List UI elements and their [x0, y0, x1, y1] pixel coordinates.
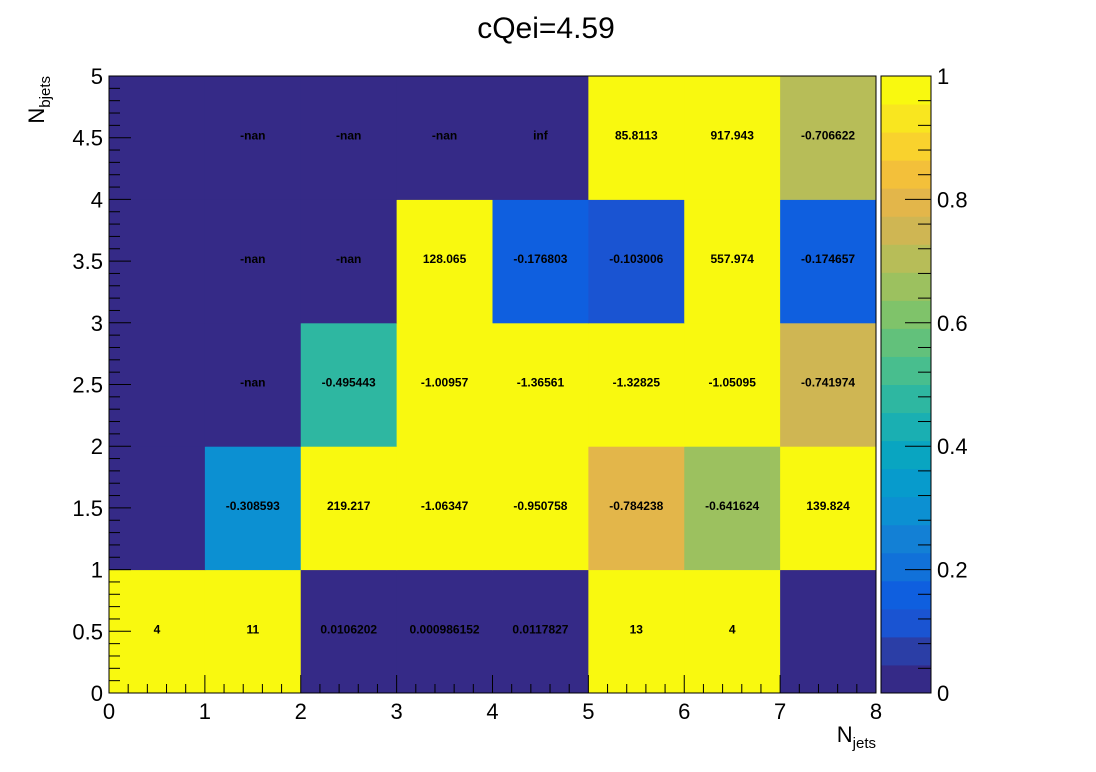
cell-value-label: 557.974	[710, 252, 754, 266]
cell-value-label: -1.05095	[709, 376, 757, 390]
x-tick-label: 4	[486, 699, 498, 724]
x-tick-label: 0	[103, 699, 115, 724]
x-tick-label: 7	[774, 699, 786, 724]
cell-value-label: -1.32825	[613, 376, 661, 390]
cell-value-label: -nan	[432, 129, 457, 143]
colorbar-tick-label: 0.8	[937, 187, 968, 212]
cell-value-label: 4	[154, 622, 161, 636]
cell-value-label: -0.641624	[705, 499, 759, 513]
cell-value-label: 85.8113	[615, 129, 658, 143]
colorbar-segment	[881, 637, 931, 666]
cell-value-label: -0.174657	[801, 252, 855, 266]
colorbar-segment	[881, 525, 931, 554]
cell-value-label: -nan	[240, 376, 265, 390]
cell-value-label: -nan	[336, 129, 361, 143]
cell-value-label: 0.0117827	[512, 622, 568, 636]
x-tick-label: 3	[391, 699, 403, 724]
cell-value-label: -0.784238	[609, 499, 663, 513]
y-tick-label: 1	[91, 558, 103, 583]
colorbar-tick-label: 0.6	[937, 311, 968, 336]
colorbar-tick-label: 1	[937, 64, 949, 89]
y-tick-label: 5	[91, 64, 103, 89]
colorbar-segment	[881, 216, 931, 245]
x-axis-title-sub: jets	[852, 735, 876, 752]
cell-value-label: -0.103006	[609, 252, 663, 266]
cell-value-label: 917.943	[710, 129, 754, 143]
y-tick-label: 4.5	[72, 126, 103, 151]
cell-value-label: 0.000986152	[410, 622, 480, 636]
colorbar-segment	[881, 553, 931, 582]
y-axis-title: Nbjets	[24, 76, 54, 124]
colorbar: 0 0.2 0.4 0.6 0.8 1	[881, 64, 968, 706]
colorbar-segment	[881, 609, 931, 638]
colorbar-segment	[881, 413, 931, 442]
colorbar-segment	[881, 356, 931, 385]
colorbar-tick-label: 0.4	[937, 434, 968, 459]
colorbar-segment	[881, 441, 931, 470]
cell-value-label: -nan	[240, 252, 265, 266]
cell-value-label: -nan	[240, 129, 265, 143]
cell-value-label: 128.065	[423, 252, 467, 266]
cell-value-label: -1.36561	[517, 376, 565, 390]
chart-title: cQei=4.59	[477, 12, 615, 45]
cell-value-label: 4	[729, 622, 736, 636]
colorbar-segment	[881, 665, 931, 694]
cell-value-label: -1.00957	[421, 376, 469, 390]
colorbar-segment	[881, 132, 931, 161]
colorbar-segment	[881, 272, 931, 301]
colorbar-segment	[881, 385, 931, 414]
y-axis-title-base: N	[24, 108, 49, 124]
y-tick-label: 3.5	[72, 249, 103, 274]
heatmap-cell	[780, 570, 876, 694]
colorbar-tick-label: 0.2	[937, 558, 968, 583]
colorbar-segment	[881, 469, 931, 498]
y-tick-label: 1.5	[72, 496, 103, 521]
y-tick-label: 2	[91, 434, 103, 459]
cell-value-label: -0.706622	[801, 129, 855, 143]
cell-value-label: -0.495443	[322, 376, 376, 390]
cell-value-label: -0.741974	[801, 376, 855, 390]
x-tick-label: 5	[582, 699, 594, 724]
cell-value-label: -0.950758	[513, 499, 567, 513]
x-tick-label: 1	[199, 699, 211, 724]
y-tick-label: 2.5	[72, 373, 103, 398]
colorbar-segment	[881, 104, 931, 133]
colorbar-tick-label: 0	[937, 681, 949, 706]
x-axis-title-base: N	[837, 722, 853, 747]
cell-value-label: 219.217	[327, 499, 371, 513]
cell-value-label: 13	[630, 622, 644, 636]
colorbar-segment	[881, 328, 931, 357]
x-tick-label: 2	[295, 699, 307, 724]
y-tick-label: 4	[91, 187, 103, 212]
colorbar-segment	[881, 188, 931, 217]
colorbar-segment	[881, 300, 931, 329]
cell-value-label: -nan	[336, 252, 361, 266]
x-tick-label: 8	[870, 699, 882, 724]
cell-value-label: 11	[246, 622, 259, 636]
y-tick-label: 3	[91, 311, 103, 336]
y-tick-label: 0	[91, 681, 103, 706]
cell-value-label: 0.0106202	[320, 622, 377, 636]
cell-value-label: 139.824	[806, 499, 850, 513]
cell-value-label: inf	[533, 129, 549, 143]
colorbar-segment	[881, 497, 931, 526]
cell-value-label: -0.176803	[513, 252, 567, 266]
x-tick-label: 6	[678, 699, 690, 724]
y-axis-title-sub: bjets	[37, 76, 54, 108]
heatmap-cells	[109, 76, 877, 694]
cell-value-label: -0.308593	[226, 499, 280, 513]
cell-value-label: -1.06347	[421, 499, 469, 513]
y-tick-label: 0.5	[72, 619, 103, 644]
x-axis-title: Njets	[837, 722, 876, 752]
colorbar-segment	[881, 581, 931, 610]
